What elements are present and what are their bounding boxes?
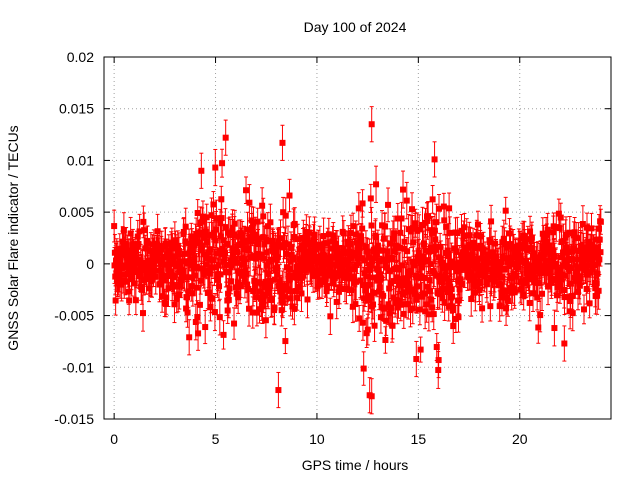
data-point bbox=[198, 152, 205, 189]
data-point bbox=[364, 313, 371, 346]
data-point bbox=[586, 288, 593, 319]
y-tick-label: 0.005 bbox=[59, 204, 94, 220]
data-point bbox=[389, 312, 396, 340]
data-point bbox=[271, 289, 278, 326]
data-point bbox=[526, 284, 533, 322]
data-point bbox=[417, 336, 424, 363]
data-point bbox=[539, 276, 546, 311]
x-tick-label: 15 bbox=[411, 431, 427, 447]
y-tick-label: 0 bbox=[86, 256, 94, 272]
data-point bbox=[400, 170, 407, 209]
data-point bbox=[479, 294, 486, 323]
data-point bbox=[431, 141, 438, 178]
data-point bbox=[368, 206, 375, 245]
data-point bbox=[454, 216, 461, 250]
data-point bbox=[275, 227, 282, 256]
data-point bbox=[243, 176, 250, 204]
data-point bbox=[413, 340, 420, 378]
axis-ticks: 0 5 10 15 20 -0.015 -0.01 -0.005 0 0.005 0.01 0.015… bbox=[54, 49, 611, 447]
data-point bbox=[373, 165, 380, 203]
data-point bbox=[196, 286, 203, 324]
data-point bbox=[186, 319, 193, 356]
data-point bbox=[211, 293, 218, 332]
data-point bbox=[551, 309, 558, 347]
data-point bbox=[435, 194, 442, 224]
data-point bbox=[202, 309, 209, 345]
data-point bbox=[262, 302, 269, 339]
y-tick-label: -0.015 bbox=[54, 411, 94, 427]
data-point bbox=[368, 106, 375, 143]
data-point bbox=[425, 201, 432, 232]
data-point bbox=[429, 185, 436, 214]
data-point bbox=[595, 271, 602, 310]
y-tick-label: 0.015 bbox=[59, 101, 94, 117]
data-point bbox=[385, 187, 392, 223]
data-point bbox=[597, 237, 604, 267]
data-point bbox=[195, 315, 202, 351]
y-tick-label: 0.01 bbox=[67, 152, 94, 168]
plot-frame bbox=[103, 56, 612, 420]
data-point bbox=[213, 199, 220, 237]
data-point bbox=[279, 124, 286, 161]
data-point bbox=[111, 209, 118, 243]
chart-title: Day 100 of 2024 bbox=[304, 19, 407, 35]
data-point bbox=[340, 220, 347, 247]
data-point bbox=[382, 212, 389, 241]
data-point bbox=[382, 326, 389, 354]
data-point bbox=[356, 305, 363, 332]
data-point bbox=[561, 325, 568, 362]
y-tick-label: -0.01 bbox=[62, 359, 94, 375]
data-point bbox=[222, 119, 229, 156]
data-point bbox=[286, 178, 293, 213]
data-point bbox=[579, 205, 586, 243]
x-tick-label: 5 bbox=[212, 431, 220, 447]
data-point bbox=[257, 240, 264, 269]
data-point bbox=[355, 192, 362, 225]
data-point bbox=[132, 285, 139, 316]
y-tick-label: -0.005 bbox=[54, 308, 94, 324]
data-point bbox=[280, 196, 287, 228]
data-point bbox=[327, 297, 334, 335]
data-point bbox=[275, 371, 282, 409]
data-point bbox=[580, 294, 587, 325]
data-point bbox=[450, 308, 457, 344]
data-point bbox=[231, 307, 238, 340]
data-point bbox=[304, 280, 311, 319]
y-axis-label: GNSS Solar Flare indicator / TECUs bbox=[5, 125, 21, 350]
data-point bbox=[253, 298, 260, 327]
data-point bbox=[216, 298, 223, 336]
data-point bbox=[220, 320, 227, 350]
x-tick-label: 20 bbox=[512, 431, 528, 447]
data-point bbox=[424, 202, 431, 240]
data-point bbox=[367, 183, 374, 213]
data-point bbox=[219, 148, 226, 178]
y-tick-label: 0.02 bbox=[67, 49, 94, 65]
data-point bbox=[597, 208, 604, 235]
data-point bbox=[212, 148, 219, 187]
data-point bbox=[359, 189, 366, 218]
data-point bbox=[203, 203, 210, 231]
data-point bbox=[446, 192, 453, 225]
x-axis-label: GPS time / hours bbox=[302, 457, 409, 473]
data-point bbox=[371, 309, 378, 342]
data-point bbox=[184, 297, 191, 328]
data-point bbox=[557, 202, 564, 233]
data-point bbox=[430, 298, 437, 331]
data-point bbox=[282, 328, 289, 355]
x-tick-label: 0 bbox=[110, 431, 118, 447]
data-point bbox=[360, 351, 367, 386]
data-point bbox=[398, 201, 405, 236]
data-point bbox=[569, 295, 576, 332]
x-tick-label: 10 bbox=[309, 431, 325, 447]
data-point bbox=[366, 377, 373, 414]
data-point bbox=[502, 196, 509, 225]
data-point bbox=[537, 297, 544, 333]
data-point bbox=[403, 181, 410, 220]
data-series bbox=[111, 106, 604, 415]
data-point bbox=[435, 341, 442, 379]
data-point bbox=[488, 204, 495, 238]
